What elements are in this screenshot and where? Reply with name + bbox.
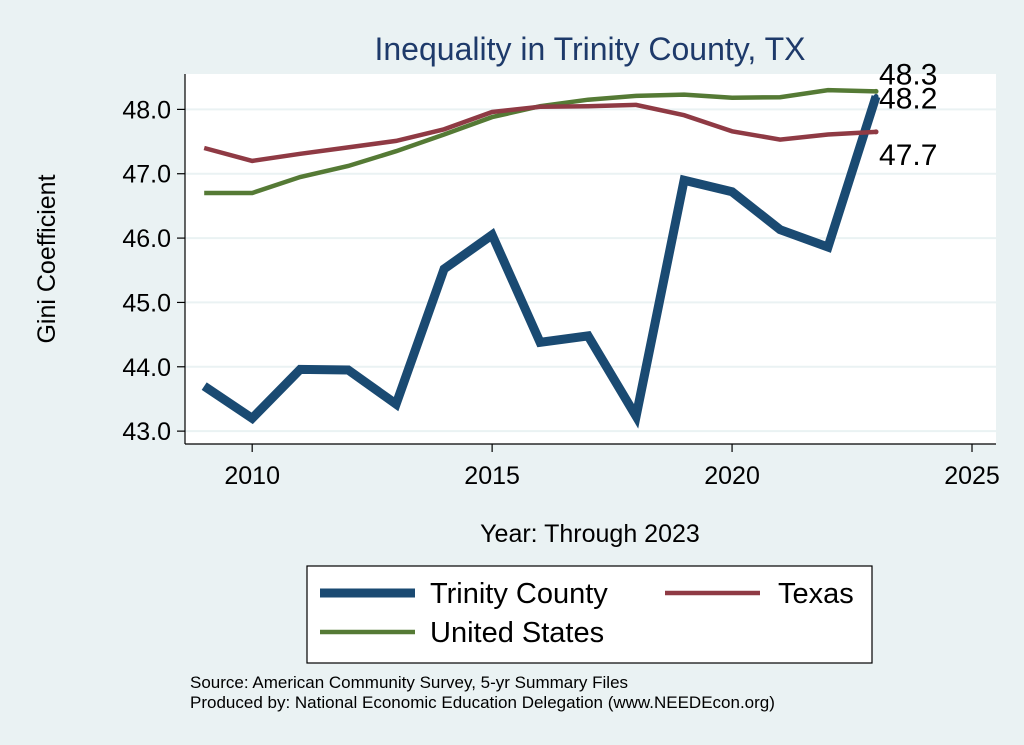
end-label-trinity-county: 48.2 [879, 83, 937, 116]
series-endpoint-trinity-county [873, 94, 879, 100]
y-axis-title: Gini Coefficient [33, 174, 61, 343]
series-line-texas [203, 102, 877, 164]
series-line-trinity-county [201, 95, 881, 429]
y-tick-label: 43.0 [122, 418, 171, 446]
end-label-texas: 47.7 [879, 139, 937, 172]
y-tick-label: 48.0 [122, 96, 171, 124]
x-axis-title: Year: Through 2023 [480, 520, 700, 548]
y-tick-label: 44.0 [122, 354, 171, 382]
y-tick-label: 45.0 [122, 289, 171, 317]
legend: Trinity County Texas United States [320, 578, 854, 649]
legend-label-trinity-county: Trinity County [430, 578, 608, 610]
axes: 43.0 44.0 45.0 46.0 47.0 48.0 2010 2015 2020 2025 [122, 74, 1000, 490]
end-label-united-states: 48.3 [879, 58, 937, 91]
legend-label-texas: Texas [778, 578, 854, 610]
x-tick-label: 2025 [944, 462, 1000, 490]
series-endpoint-united-states [873, 88, 879, 94]
producer-line: Produced by: National Economic Education… [190, 693, 775, 712]
y-tick-label: 46.0 [122, 225, 171, 253]
series-group [201, 87, 881, 429]
x-tick-label: 2020 [704, 462, 760, 490]
y-tick-label: 47.0 [122, 161, 171, 189]
source-line: Source: American Community Survey, 5-yr … [190, 673, 628, 692]
plot-area [185, 74, 996, 444]
x-tick-label: 2010 [224, 462, 280, 490]
end-labels: 48.348.2 47.7 [879, 58, 937, 172]
series-endpoint-texas [873, 129, 879, 135]
legend-label-united-states: United States [430, 617, 604, 649]
chart-title: Inequality in Trinity County, TX [374, 31, 805, 67]
legend-box [306, 565, 873, 664]
x-tick-label: 2015 [464, 462, 520, 490]
